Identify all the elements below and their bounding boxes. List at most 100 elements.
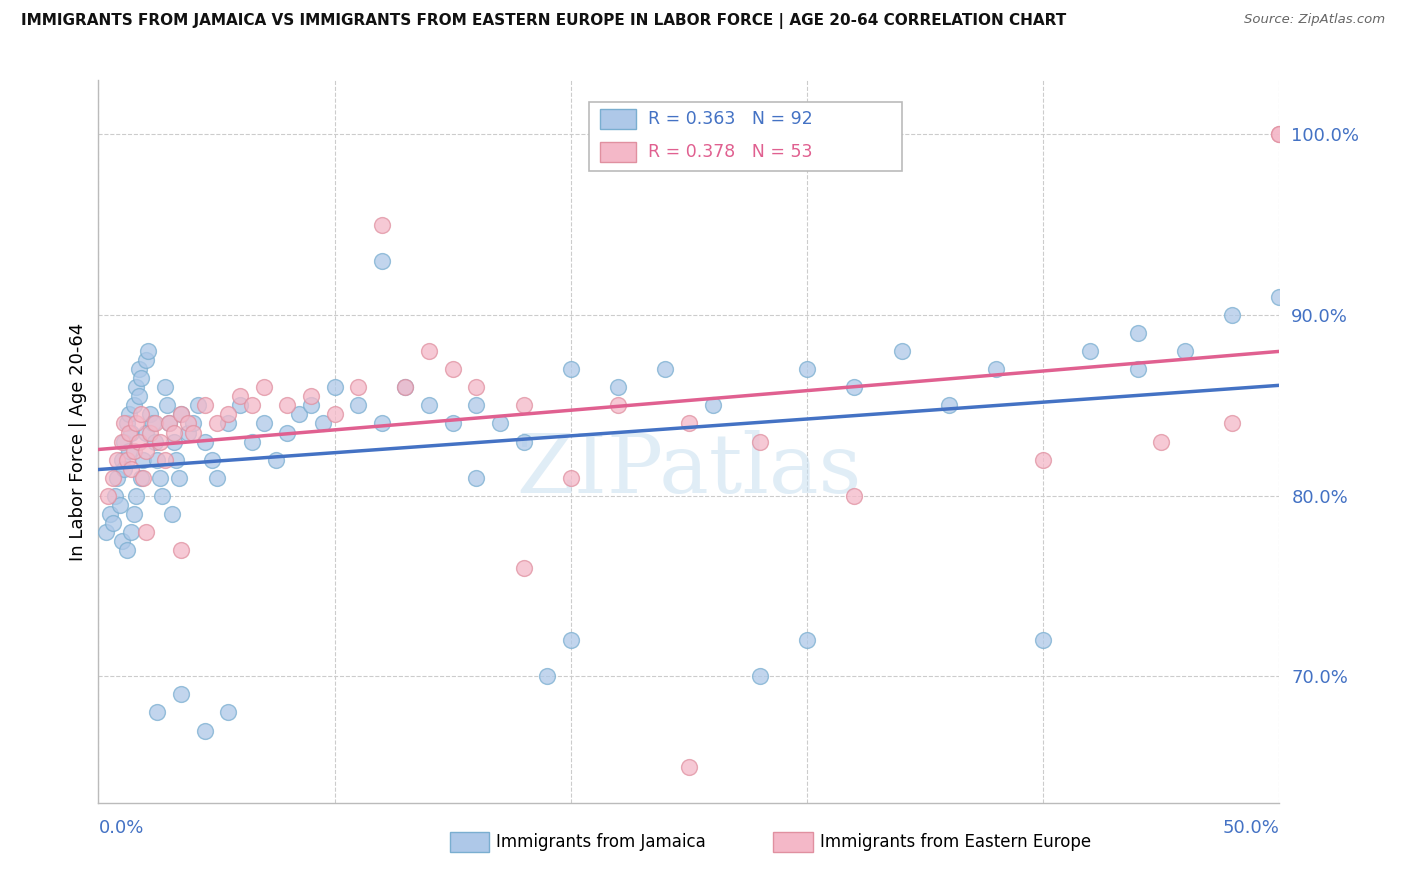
Point	[489, 417, 512, 431]
Point	[157, 417, 180, 431]
Y-axis label: In Labor Force | Age 20-64: In Labor Force | Age 20-64	[69, 322, 87, 561]
Point	[122, 398, 145, 412]
Point	[441, 417, 464, 431]
Point	[163, 434, 186, 449]
Point	[748, 669, 770, 683]
Point	[115, 417, 138, 431]
Point	[129, 371, 152, 385]
Point	[217, 417, 239, 431]
Point	[129, 470, 152, 484]
Point	[115, 452, 138, 467]
Point	[312, 417, 335, 431]
Point	[1032, 633, 1054, 648]
Point	[844, 489, 866, 503]
Point	[121, 524, 143, 539]
Text: R = 0.363   N = 92: R = 0.363 N = 92	[648, 111, 813, 128]
Point	[394, 380, 416, 394]
Point	[1268, 128, 1291, 142]
Point	[118, 443, 141, 458]
Point	[122, 443, 145, 458]
Point	[143, 434, 166, 449]
Point	[181, 417, 204, 431]
Point	[512, 434, 534, 449]
Point	[104, 489, 127, 503]
Point	[118, 425, 141, 440]
Point	[125, 380, 148, 394]
Point	[938, 398, 960, 412]
Point	[167, 470, 190, 484]
Point	[160, 507, 183, 521]
Point	[240, 398, 263, 412]
Point	[132, 470, 155, 484]
Point	[512, 561, 534, 575]
Point	[1032, 452, 1054, 467]
Point	[177, 425, 200, 440]
Point	[465, 380, 488, 394]
Point	[112, 461, 135, 475]
Point	[101, 470, 124, 484]
Point	[678, 759, 700, 773]
Point	[156, 398, 179, 412]
Point	[205, 417, 228, 431]
Point	[132, 452, 155, 467]
Point	[512, 398, 534, 412]
Point	[181, 425, 204, 440]
Point	[135, 524, 157, 539]
Point	[121, 461, 143, 475]
Point	[1126, 326, 1149, 340]
Point	[125, 417, 148, 431]
Point	[135, 353, 157, 368]
Point	[142, 417, 165, 431]
Point	[371, 417, 394, 431]
Point	[394, 380, 416, 394]
Point	[111, 452, 134, 467]
Point	[465, 470, 488, 484]
Point	[146, 706, 169, 720]
Point	[347, 380, 370, 394]
Point	[1268, 128, 1291, 142]
Point	[299, 389, 322, 403]
Point	[108, 498, 131, 512]
Point	[276, 425, 298, 440]
Point	[1126, 362, 1149, 376]
Point	[217, 706, 239, 720]
Point	[560, 362, 582, 376]
Point	[194, 398, 217, 412]
Point	[150, 489, 173, 503]
Point	[1174, 344, 1197, 359]
Point	[157, 417, 180, 431]
Point	[1220, 417, 1243, 431]
Point	[1150, 434, 1173, 449]
Point	[170, 408, 193, 422]
Point	[112, 434, 135, 449]
Text: 50.0%: 50.0%	[1223, 819, 1279, 837]
Point	[371, 218, 394, 232]
Point	[844, 380, 866, 394]
Text: ZIPatlas: ZIPatlas	[516, 431, 862, 510]
Point	[1268, 290, 1291, 304]
Text: 0.0%: 0.0%	[98, 819, 143, 837]
Point	[125, 489, 148, 503]
Point	[139, 408, 162, 422]
Point	[111, 434, 134, 449]
Point	[170, 408, 193, 422]
FancyBboxPatch shape	[589, 102, 901, 170]
Point	[678, 417, 700, 431]
Point	[153, 380, 176, 394]
Point	[796, 633, 818, 648]
Point	[890, 344, 912, 359]
Point	[253, 380, 276, 394]
FancyBboxPatch shape	[600, 109, 636, 129]
Point	[465, 398, 488, 412]
Point	[229, 389, 252, 403]
Point	[276, 398, 298, 412]
Point	[205, 470, 228, 484]
Point	[418, 344, 440, 359]
Point	[139, 425, 162, 440]
Point	[796, 362, 818, 376]
Point	[607, 380, 630, 394]
Point	[264, 452, 287, 467]
Text: R = 0.378   N = 53: R = 0.378 N = 53	[648, 143, 813, 161]
Point	[217, 408, 239, 422]
Point	[187, 398, 209, 412]
